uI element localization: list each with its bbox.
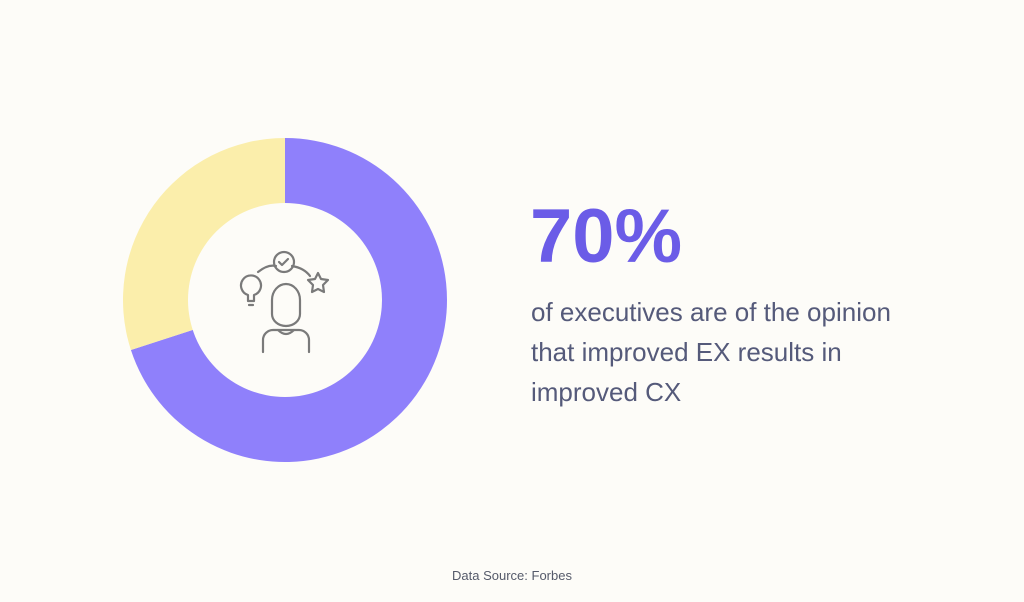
description: of executives are of the opinion that im… xyxy=(531,297,891,407)
donut-hole xyxy=(188,203,382,397)
source-note: Data Source: Forbes xyxy=(452,568,572,583)
employee-icon xyxy=(239,250,330,354)
arcs xyxy=(122,138,448,462)
donut-chart xyxy=(122,138,448,462)
donut-segment xyxy=(130,138,448,462)
donut-segment xyxy=(122,138,285,351)
headline-value: 70% xyxy=(530,194,683,279)
